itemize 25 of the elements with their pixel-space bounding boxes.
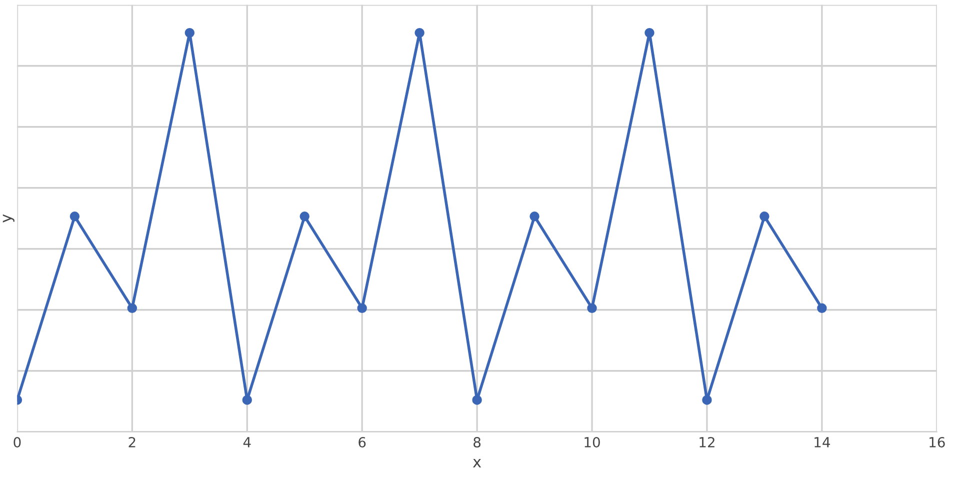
point: [357, 303, 367, 314]
x-tick-label: 10: [584, 436, 600, 448]
point: [760, 212, 770, 222]
x-tick-label: 2: [128, 436, 136, 448]
point: [70, 212, 80, 222]
x-tick-label: 8: [474, 436, 481, 448]
x-tick-label: 6: [358, 436, 366, 448]
point: [300, 212, 310, 222]
x-tick-label: 16: [930, 436, 945, 448]
point: [817, 303, 827, 314]
y-axis-title: y: [2, 214, 14, 222]
x-axis-title: x: [472, 458, 482, 468]
point: [644, 28, 654, 38]
point: [587, 303, 597, 314]
point: [242, 395, 252, 405]
point: [702, 395, 712, 405]
point: [184, 28, 195, 38]
x-tick-label: 4: [243, 437, 251, 448]
point: [414, 28, 424, 38]
x-tick-label: 12: [700, 436, 714, 448]
x-tick-label: 14: [814, 437, 830, 448]
point: [530, 212, 540, 222]
point: [127, 303, 138, 314]
x-tick-label: 0: [14, 436, 21, 448]
point: [472, 395, 482, 405]
